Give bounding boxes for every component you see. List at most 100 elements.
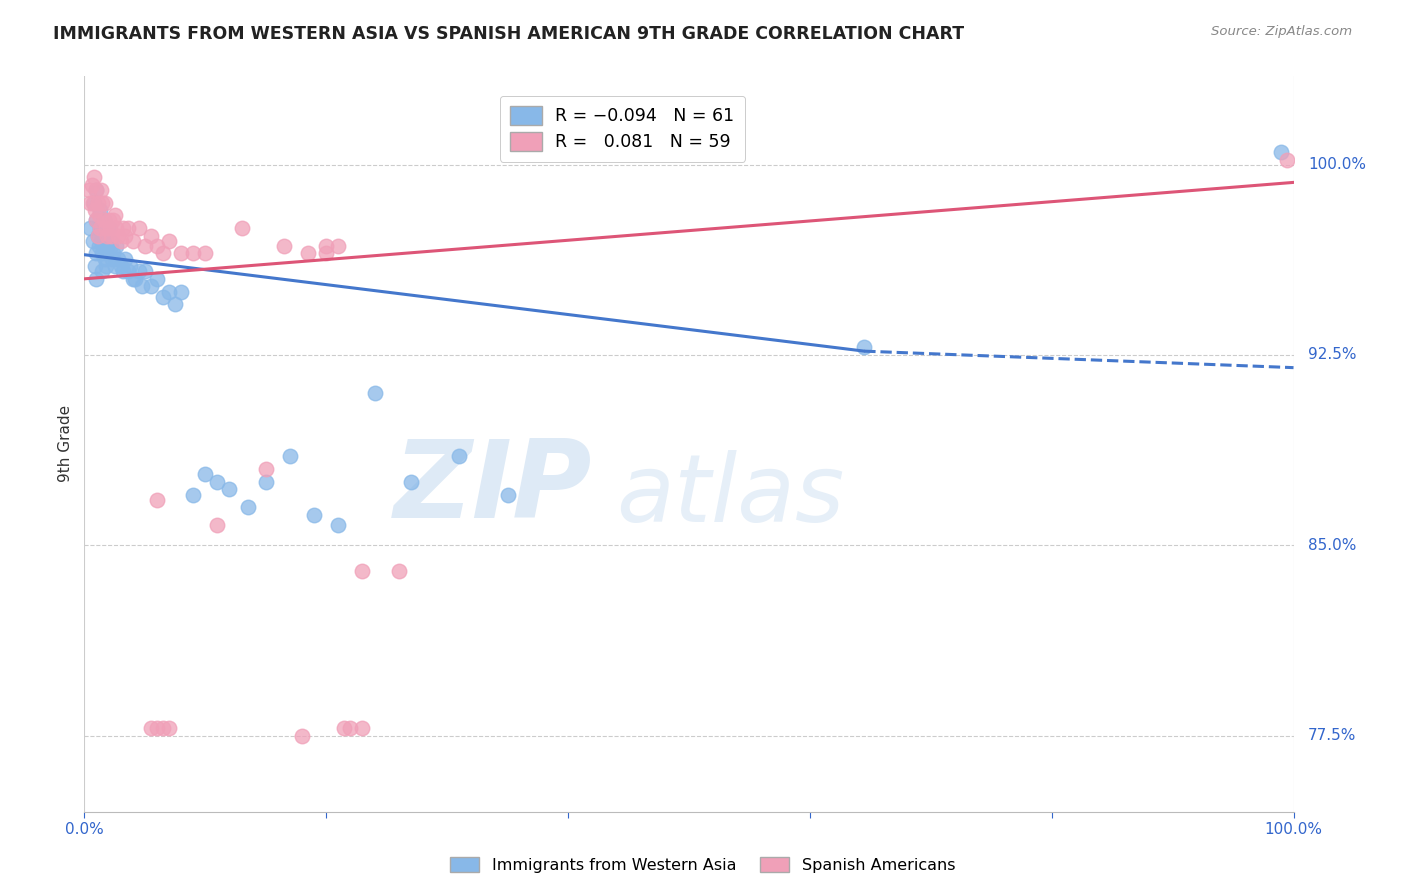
Point bbox=[84, 203, 107, 218]
Point bbox=[291, 729, 314, 743]
Point bbox=[120, 259, 142, 273]
Point bbox=[139, 279, 162, 293]
Point bbox=[93, 239, 115, 253]
Point bbox=[93, 213, 115, 227]
Point bbox=[94, 221, 117, 235]
Point bbox=[297, 246, 319, 260]
Point bbox=[157, 721, 180, 735]
Point bbox=[139, 721, 162, 735]
Point bbox=[82, 234, 104, 248]
Point bbox=[104, 221, 127, 235]
Point bbox=[89, 203, 111, 218]
Point bbox=[86, 228, 108, 243]
Text: Source: ZipAtlas.com: Source: ZipAtlas.com bbox=[1212, 25, 1353, 38]
Point bbox=[114, 228, 136, 243]
Point bbox=[146, 272, 169, 286]
Point bbox=[194, 467, 217, 482]
Point bbox=[328, 239, 350, 253]
Point bbox=[352, 564, 374, 578]
Point bbox=[79, 195, 101, 210]
Point bbox=[107, 228, 129, 243]
Point bbox=[94, 259, 117, 273]
Point bbox=[853, 340, 876, 354]
Point bbox=[139, 228, 162, 243]
Point bbox=[96, 228, 118, 243]
Point bbox=[103, 213, 125, 227]
Point bbox=[86, 183, 108, 197]
Text: ZIP: ZIP bbox=[394, 435, 592, 541]
Point bbox=[352, 721, 374, 735]
Point bbox=[152, 290, 174, 304]
Point bbox=[128, 221, 150, 235]
Point bbox=[112, 221, 135, 235]
Point bbox=[146, 239, 169, 253]
Point bbox=[83, 195, 105, 210]
Point bbox=[363, 386, 385, 401]
Point bbox=[207, 475, 229, 489]
Point bbox=[82, 195, 104, 210]
Point bbox=[399, 475, 422, 489]
Point bbox=[315, 239, 337, 253]
Point bbox=[134, 264, 156, 278]
Point bbox=[254, 462, 277, 476]
Point bbox=[94, 221, 117, 235]
Point bbox=[128, 264, 150, 278]
Point bbox=[84, 259, 107, 273]
Point bbox=[117, 221, 139, 235]
Point bbox=[94, 228, 117, 243]
Point bbox=[79, 221, 101, 235]
Point bbox=[94, 195, 117, 210]
Y-axis label: 9th Grade: 9th Grade bbox=[58, 405, 73, 483]
Point bbox=[86, 272, 108, 286]
Point bbox=[181, 246, 204, 260]
Point bbox=[89, 221, 111, 235]
Point bbox=[273, 239, 295, 253]
Point bbox=[152, 246, 174, 260]
Point bbox=[104, 239, 127, 253]
Point bbox=[1277, 153, 1299, 167]
Point bbox=[152, 721, 174, 735]
Point bbox=[218, 483, 240, 497]
Point bbox=[90, 183, 112, 197]
Point bbox=[388, 564, 411, 578]
Point bbox=[278, 450, 301, 464]
Point bbox=[328, 518, 350, 533]
Point bbox=[181, 487, 204, 501]
Point bbox=[96, 239, 118, 253]
Point bbox=[157, 234, 180, 248]
Point bbox=[254, 475, 277, 489]
Point bbox=[103, 246, 125, 260]
Point bbox=[91, 195, 114, 210]
Point bbox=[86, 183, 108, 197]
Text: 100.0%: 100.0% bbox=[1308, 157, 1367, 172]
Point bbox=[131, 279, 153, 293]
Point bbox=[86, 213, 108, 227]
Point bbox=[101, 252, 124, 266]
Legend: Immigrants from Western Asia, Spanish Americans: Immigrants from Western Asia, Spanish Am… bbox=[444, 851, 962, 880]
Point bbox=[302, 508, 325, 522]
Point bbox=[86, 213, 108, 227]
Point bbox=[315, 246, 337, 260]
Point bbox=[104, 259, 127, 273]
Point bbox=[77, 183, 100, 197]
Point bbox=[121, 234, 143, 248]
Point bbox=[90, 234, 112, 248]
Point bbox=[80, 178, 103, 192]
Point bbox=[112, 264, 135, 278]
Text: 92.5%: 92.5% bbox=[1308, 348, 1357, 362]
Text: 77.5%: 77.5% bbox=[1308, 728, 1357, 743]
Point bbox=[89, 221, 111, 235]
Point bbox=[231, 221, 253, 235]
Point bbox=[124, 272, 146, 286]
Point bbox=[207, 518, 229, 533]
Point bbox=[449, 450, 471, 464]
Point bbox=[97, 213, 120, 227]
Point bbox=[100, 239, 122, 253]
Text: 85.0%: 85.0% bbox=[1308, 538, 1357, 553]
Point bbox=[165, 297, 187, 311]
Point bbox=[110, 259, 132, 273]
Point bbox=[117, 264, 139, 278]
Point bbox=[339, 721, 361, 735]
Point bbox=[236, 500, 259, 515]
Point bbox=[87, 239, 110, 253]
